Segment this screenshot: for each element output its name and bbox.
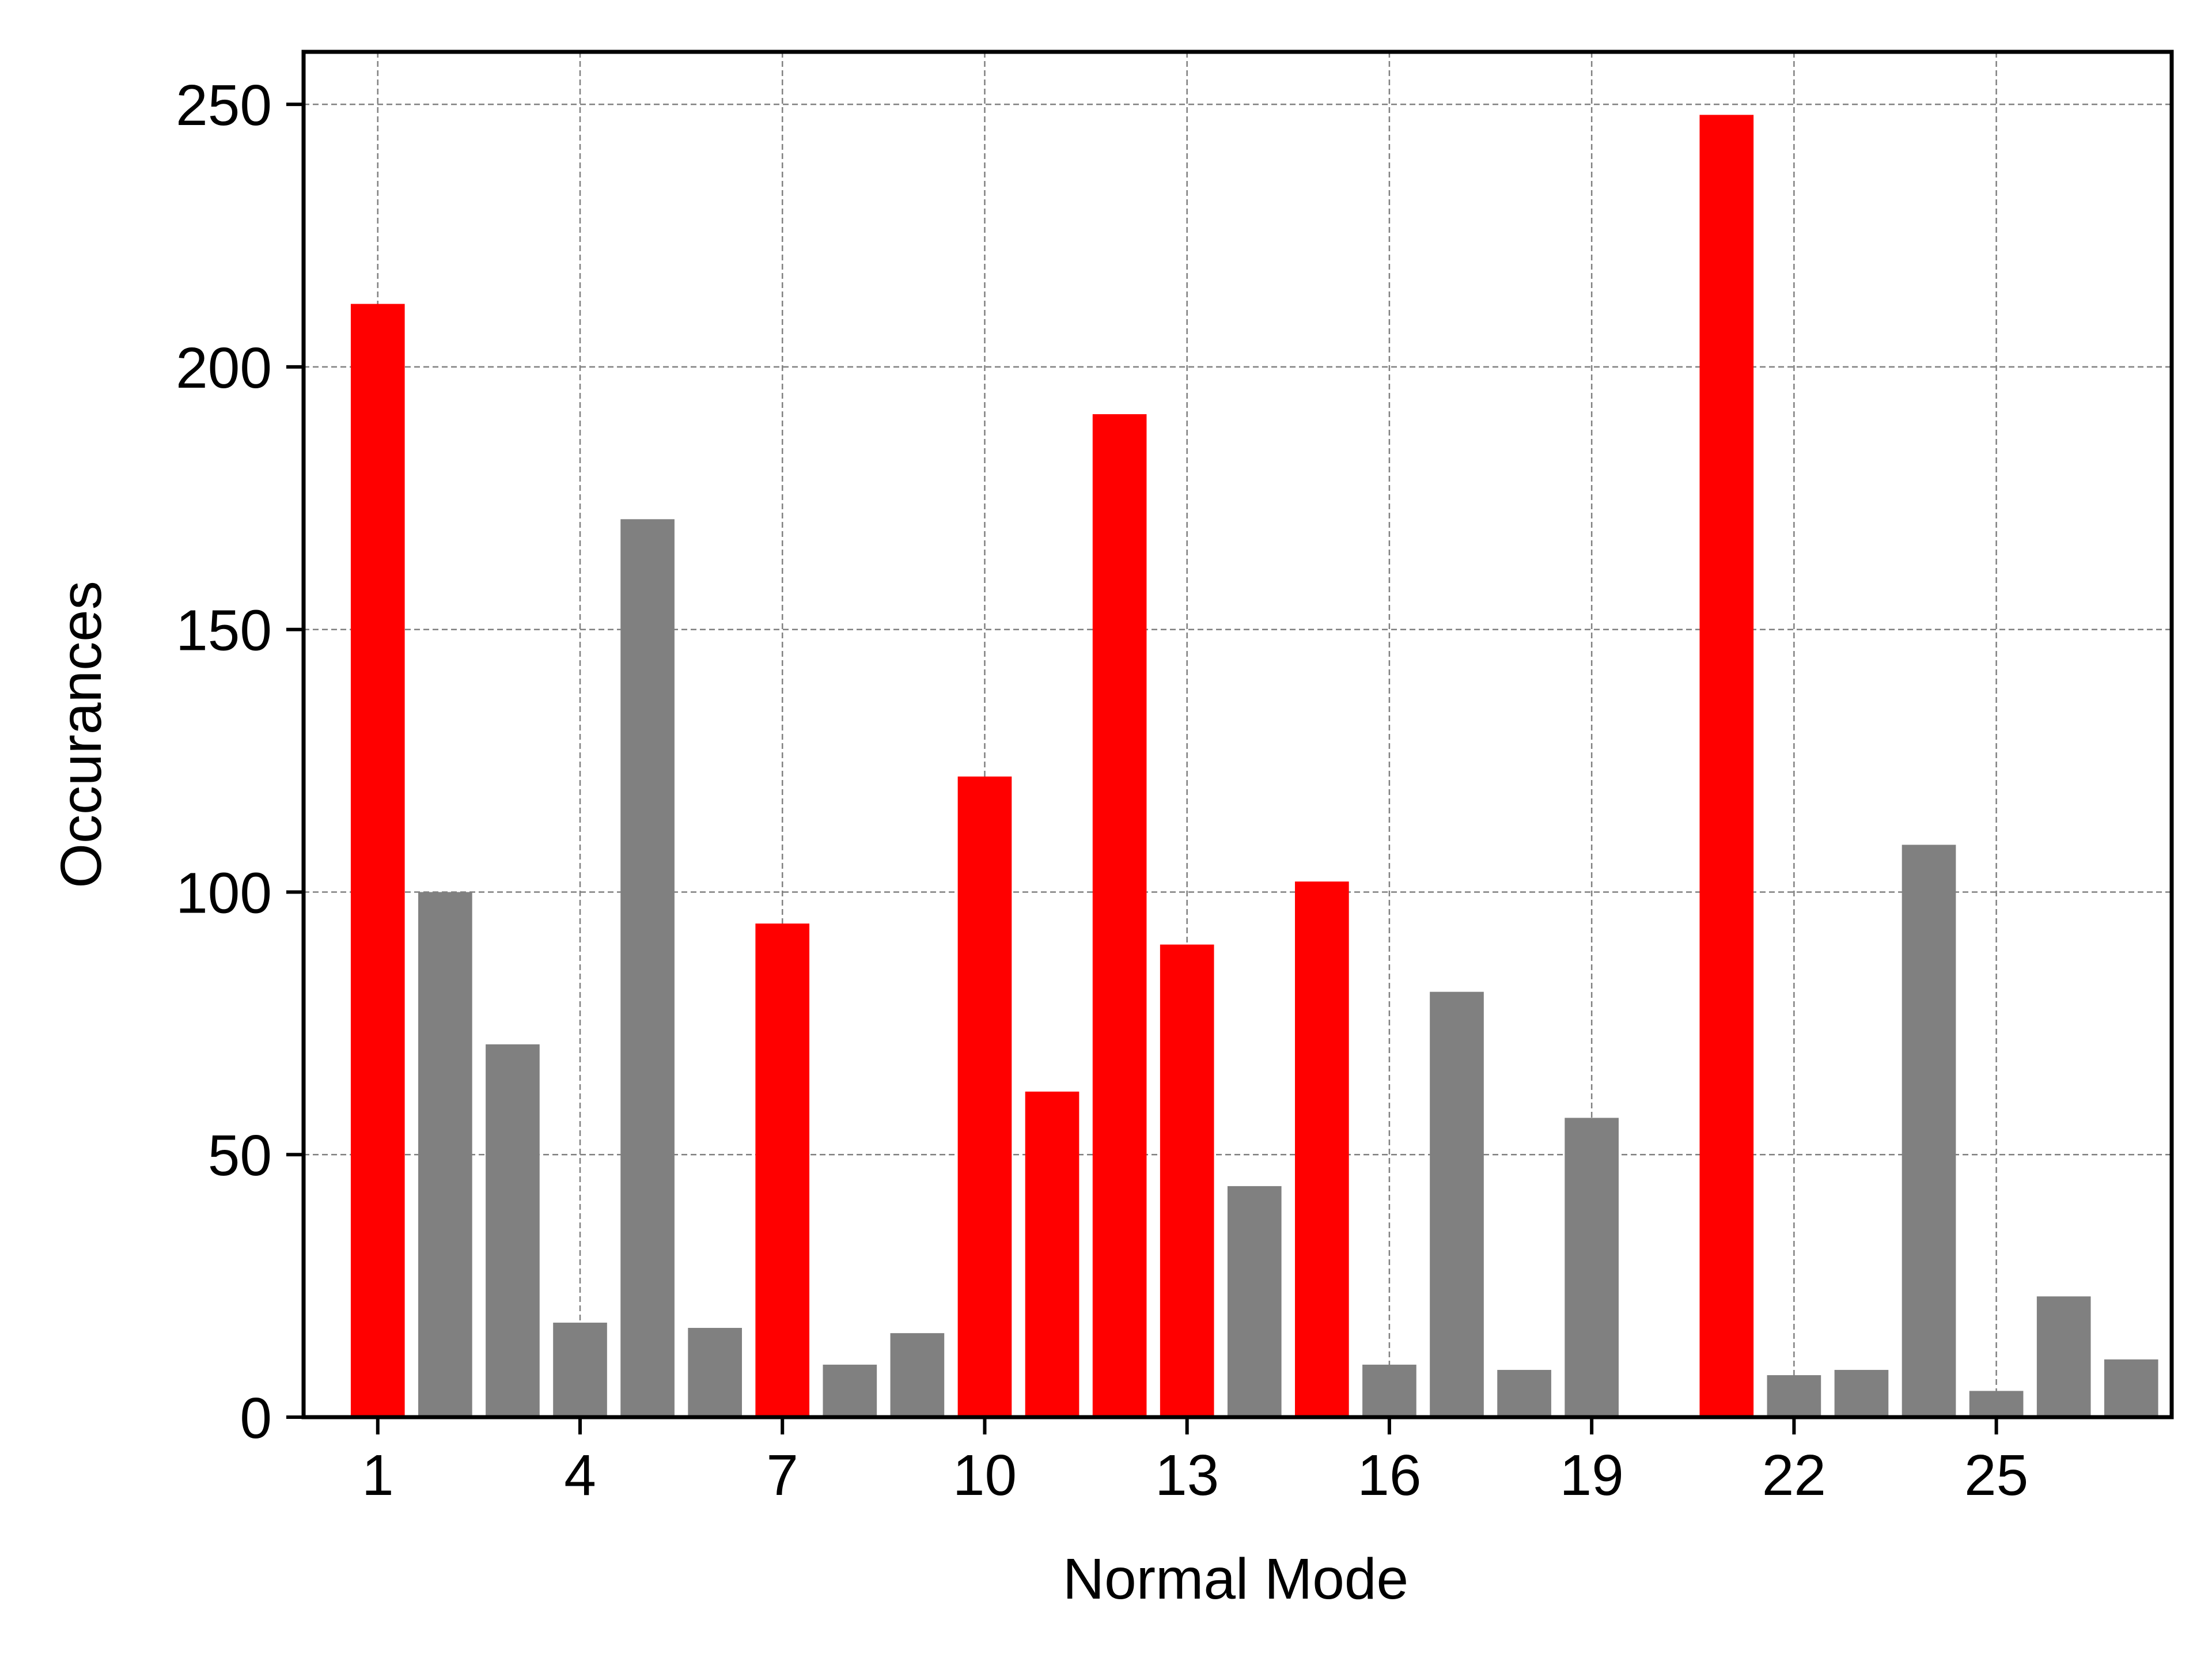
y-tick-label: 150 <box>176 599 272 663</box>
bar <box>418 892 472 1417</box>
bar <box>1362 1364 1416 1417</box>
bar <box>1969 1391 2024 1417</box>
y-tick-label: 100 <box>176 861 272 925</box>
bar <box>1834 1369 1889 1417</box>
bar <box>1092 414 1147 1417</box>
bar <box>688 1328 742 1417</box>
bar <box>1025 1091 1080 1417</box>
x-tick-label: 22 <box>1762 1443 1826 1508</box>
bar <box>350 304 405 1417</box>
bar <box>1430 991 1484 1417</box>
bar <box>2104 1359 2158 1417</box>
x-axis-ticks: 1 4 7 10 13 16 19 22 25 <box>362 1417 2028 1508</box>
plot-frame <box>301 50 2174 1419</box>
bar <box>1295 881 1349 1417</box>
x-tick-label: 16 <box>1357 1443 1421 1508</box>
bar <box>1497 1369 1551 1417</box>
bar <box>553 1322 607 1417</box>
bar <box>486 1044 540 1417</box>
bar <box>1565 1118 1619 1417</box>
bar <box>957 776 1012 1417</box>
x-tick-label: 10 <box>953 1443 1017 1508</box>
bar <box>2036 1296 2091 1417</box>
x-axis-label: Normal Mode <box>1063 1547 1408 1611</box>
bar <box>1902 845 1956 1417</box>
x-tick-label: 1 <box>362 1443 394 1508</box>
y-axis-ticks: 0 50 100 150 200 250 <box>176 73 304 1451</box>
y-tick-label: 250 <box>176 73 272 138</box>
bar <box>890 1333 945 1417</box>
y-tick-label: 0 <box>240 1386 272 1451</box>
bar <box>1767 1375 1821 1417</box>
bar <box>1160 944 1214 1417</box>
bar <box>823 1364 877 1417</box>
x-tick-label: 7 <box>766 1443 798 1508</box>
x-tick-label: 13 <box>1155 1443 1219 1508</box>
bars <box>350 115 2158 1418</box>
x-tick-label: 25 <box>1964 1443 2028 1508</box>
bar <box>755 923 810 1417</box>
y-tick-label: 50 <box>208 1123 272 1188</box>
x-tick-label: 4 <box>564 1443 596 1508</box>
y-axis-label: Occurances <box>49 581 113 888</box>
bar <box>620 519 675 1417</box>
x-tick-label: 19 <box>1560 1443 1624 1508</box>
bar <box>1699 115 1754 1418</box>
bar <box>1227 1186 1282 1417</box>
y-tick-label: 200 <box>176 336 272 400</box>
